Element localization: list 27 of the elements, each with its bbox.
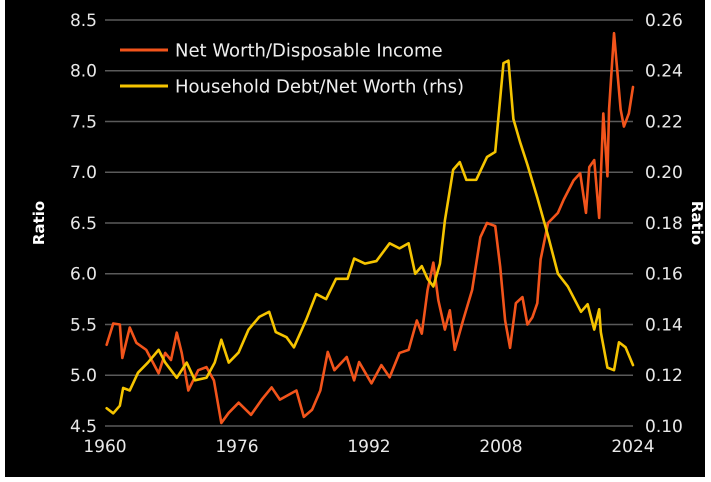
y-tick-label: 7.5 bbox=[70, 112, 97, 132]
legend-label: Net Worth/Disposable Income bbox=[175, 40, 443, 62]
y2-tick-label: 0.26 bbox=[645, 10, 683, 31]
y-tick-label: 8.0 bbox=[70, 62, 97, 82]
y2-tick-label: 0.22 bbox=[645, 112, 683, 132]
y2-tick-label: 0.24 bbox=[645, 62, 683, 82]
y-axis-title: Ratio bbox=[30, 200, 48, 246]
y2-tick-label: 0.12 bbox=[645, 366, 683, 386]
x-tick-label: 1992 bbox=[347, 437, 391, 457]
x-tick-label: 2024 bbox=[611, 437, 655, 457]
y-tick-label: 5.0 bbox=[70, 366, 97, 386]
x-tick-label: 1960 bbox=[83, 437, 127, 457]
y2-axis-title: Ratio bbox=[688, 200, 706, 246]
x-tick-label: 2008 bbox=[479, 437, 523, 457]
y2-tick-label: 0.14 bbox=[645, 315, 683, 336]
y-tick-label: 6.5 bbox=[70, 214, 97, 234]
y-tick-label: 8.5 bbox=[70, 10, 97, 31]
y2-tick-label: 0.10 bbox=[645, 416, 683, 437]
y-tick-label: 6.0 bbox=[70, 264, 97, 285]
y-tick-label: 7.0 bbox=[70, 163, 97, 184]
y2-tick-label: 0.20 bbox=[645, 163, 683, 184]
y2-tick-label: 0.18 bbox=[645, 214, 683, 234]
x-tick-label: 1976 bbox=[215, 437, 259, 457]
legend-label: Household Debt/Net Worth (rhs) bbox=[175, 76, 464, 98]
y-tick-label: 4.5 bbox=[70, 416, 97, 437]
y2-tick-label: 0.16 bbox=[645, 264, 683, 285]
y-tick-label: 5.5 bbox=[70, 315, 97, 336]
